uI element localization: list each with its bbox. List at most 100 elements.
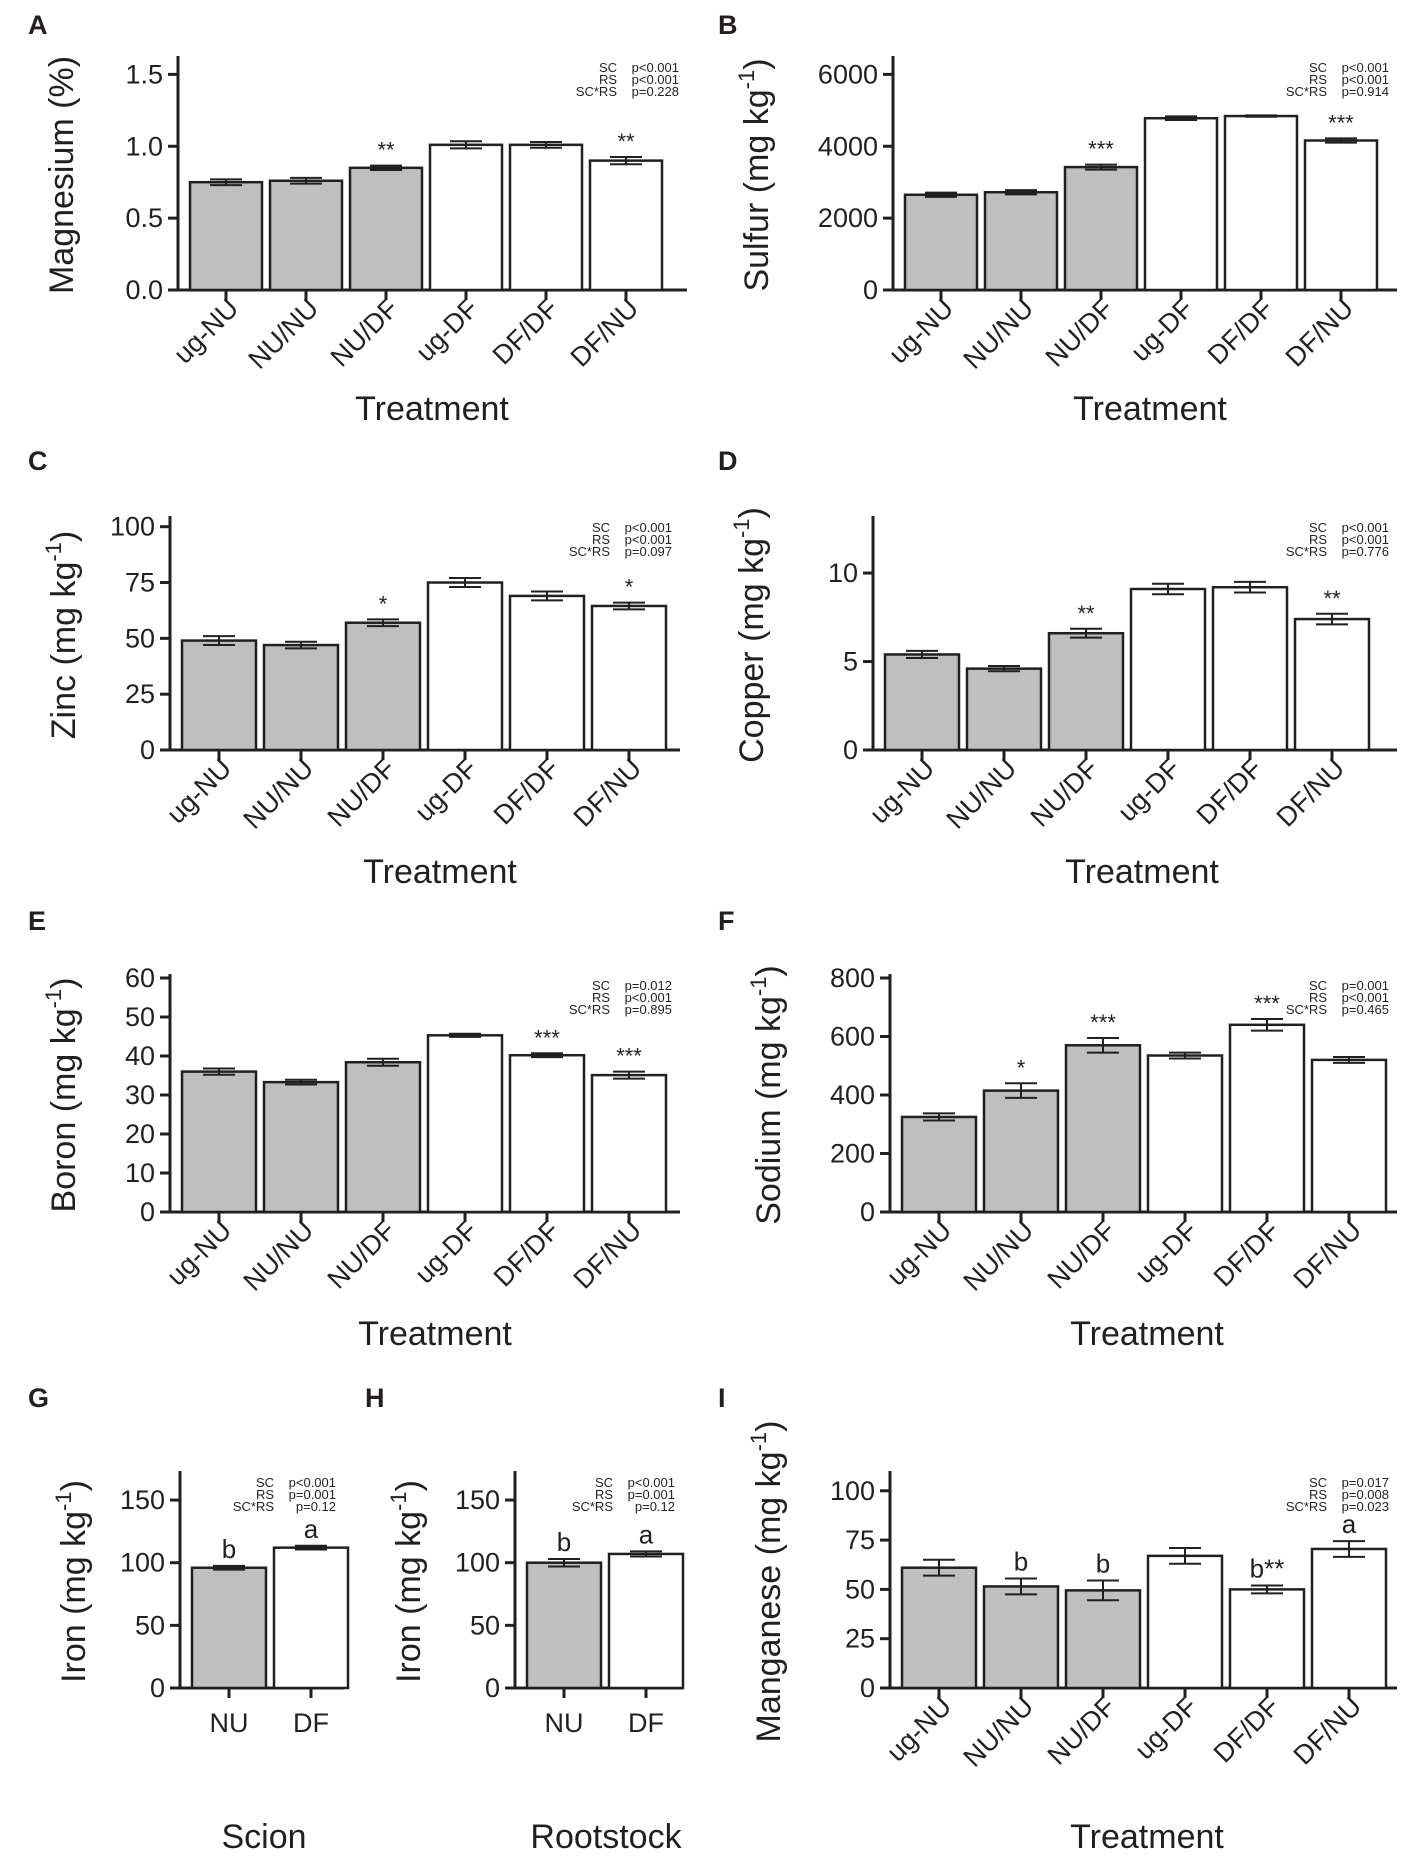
panel-letter: H [365,1383,385,1413]
bar-ug-nu [180,639,258,752]
stats-term: SC [595,1475,613,1490]
y-tick-label: 50 [135,1610,165,1640]
bar-annotation: *** [1088,137,1114,162]
x-tick-label: NU/DF [1042,1691,1122,1771]
stats-term: SC [592,520,610,535]
stats-pvalue: p=0.001 [289,1487,336,1502]
panel-g: G 0 50 100 150 b NU a DF SC p<0.001 RS p=0.001 SC*RS p… [28,1383,350,1856]
stats-term: SC [1309,1475,1327,1490]
stats-pvalue: p=0.895 [625,1002,672,1017]
y-tick-label: 0 [860,1197,875,1227]
stats-pvalue: p<0.001 [1342,60,1389,75]
x-tick-label: NU/DF [325,293,405,373]
bar-annotation: a [639,1519,654,1549]
y-tick-label: 400 [830,1080,875,1110]
stats-pvalue: p=0.12 [635,1499,675,1514]
y-tick-label: 100 [110,512,155,542]
stats-pvalue: p<0.001 [625,532,672,547]
bar-df-df [508,594,586,752]
stats-pvalue: p<0.001 [1342,520,1389,535]
x-tick-label: ug-DF [1112,753,1186,827]
stats-term: SC [1309,60,1327,75]
stats-term: SC*RS [572,1499,614,1514]
bar-df-df [1223,114,1299,292]
bar-df-nu [1310,1547,1388,1690]
bar-df-df [1211,585,1289,752]
panel-e: E 0 10 20 30 40 50 60 ug-NU NU/NU NU/DF ug-DF *** DF/… [28,906,680,1353]
stats-term: SC*RS [576,84,618,99]
panel-letter: B [718,10,738,40]
x-tick-label: ug-NU [864,753,940,829]
bar-ug-df [1146,1554,1224,1690]
bar-nu-nu [965,667,1043,752]
stats-pvalue: p<0.001 [628,1475,675,1490]
bar-annotation: b [557,1527,571,1557]
stats-term: SC*RS [1286,1499,1328,1514]
stats-pvalue: p<0.001 [289,1475,336,1490]
x-tick-label: ug-NU [881,1691,957,1767]
bar-df [607,1552,685,1690]
x-tick-label: DF [293,1708,329,1738]
y-tick-label: 10 [828,558,858,588]
y-tick-label: 0 [843,735,858,765]
y-tick-label: 200 [830,1139,875,1169]
bar-nu-df [348,166,424,292]
bar-nu-df [1064,1589,1142,1690]
stats-pvalue: p<0.001 [632,72,679,87]
stats-term: SC*RS [1286,1002,1328,1017]
y-tick-label: 40 [125,1041,155,1071]
x-tick-label: DF/NU [1288,1691,1368,1771]
y-tick-label: 25 [845,1624,875,1654]
panel-letter: A [28,10,48,40]
x-axis-title: Scion [221,1818,306,1856]
panel-h: H 0 50 100 150 b NU a DF SC p<0.001 RS p=0.001 SC*RS p… [365,1383,685,1856]
x-tick-label: DF/DF [1202,293,1279,370]
stats-term: RS [1309,1487,1327,1502]
stats-pvalue: p=0.776 [1342,544,1389,559]
stats-term: RS [1309,532,1327,547]
panel-i: I 0 25 50 75 100 ug-NU b NU/NU b NU/DF ug-DF b** DF/D… [718,1383,1397,1856]
bar-df-nu [1303,139,1379,292]
y-tick-label: 150 [120,1485,165,1515]
x-axis-title: Treatment [363,853,517,891]
bar-nu [525,1561,603,1690]
stats-pvalue: p=0.097 [625,544,672,559]
x-tick-label: DF/NU [568,753,648,833]
y-tick-label: 1.0 [125,131,163,161]
bar-df-df [508,143,584,292]
stats-pvalue: p=0.914 [1342,84,1389,99]
y-tick-label: 50 [845,1574,875,1604]
y-tick-label: 600 [830,1022,875,1052]
stats-pvalue: p=0.228 [632,84,679,99]
y-tick-label: 4000 [818,131,878,161]
x-axis-title: Treatment [355,390,509,428]
bar-nu-df [344,621,422,752]
y-tick-label: 5 [843,647,858,677]
y-tick-label: 60 [125,963,155,993]
x-tick-label: NU/DF [1025,753,1105,833]
stats-pvalue: p=0.017 [1342,1475,1389,1490]
x-tick-label: NU [545,1708,584,1738]
stats-term: RS [1309,990,1327,1005]
stats-pvalue: p<0.001 [1342,532,1389,547]
bar-annotation: *** [534,1025,560,1050]
y-tick-label: 10 [125,1158,155,1188]
stats-pvalue: p<0.001 [625,990,672,1005]
bar-ug-df [428,143,504,292]
panel-letter: I [718,1383,726,1413]
bar-annotation: a [1342,1509,1357,1539]
x-tick-label: NU/NU [243,293,325,375]
x-tick-label: ug-NU [161,753,237,829]
bar-ug-df [426,581,504,752]
bar-nu-nu [262,1080,340,1214]
bar-annotation: * [379,591,388,616]
y-tick-label: 0 [150,1673,165,1703]
bar-ug-nu [900,1115,978,1214]
bar-df-nu [1310,1058,1388,1214]
bar-ug-df [1146,1054,1224,1214]
y-tick-label: 1.5 [125,59,163,89]
y-tick-label: 150 [455,1485,500,1515]
stats-pvalue: p<0.001 [625,520,672,535]
bar-df-nu [590,1073,668,1214]
stats-pvalue: p=0.12 [296,1499,336,1514]
